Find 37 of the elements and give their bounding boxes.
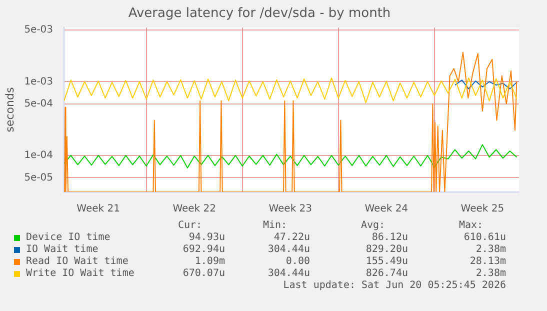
text: Max: [458,220,484,231]
text: 610.61u [464,232,506,243]
text: 155.49u [366,256,408,267]
text: 86.12u [372,232,408,243]
text: 304.44u [268,268,310,279]
text: Cur: [176,220,204,231]
x-tick-label: Week 23 [268,204,312,215]
text: 826.74u [366,268,408,279]
y-axis-title: seconds [3,87,16,132]
text: 692.94u [182,244,225,255]
text: 94.93u [188,232,225,243]
text: 47.22u [274,232,310,243]
y-tick-label: 5e-04 [24,98,54,110]
text: 2.38m [476,244,506,255]
legend-label: Write IO Wait time [26,268,134,279]
y-tick-label: 1e-03 [24,76,54,88]
y-tick-label: 5e-05 [24,172,54,184]
text: 2.38m [476,268,506,279]
text: 28.13m [470,256,506,267]
x-tick-label: Week 22 [172,204,216,215]
chart-title: Average latency for /dev/sda - by month [128,6,391,22]
text: Avg: [360,220,386,231]
legend-label: IO Wait time [26,244,98,255]
x-tick-label: Week 24 [364,204,408,215]
y-tick-label: 1e-04 [24,150,54,162]
x-tick-label: Week 21 [76,204,120,215]
text: Last update: Sat Jun 20 05:25:45 2026 [283,280,506,291]
legend-label: Device IO time [26,232,110,243]
y-tick-label: 5e-03 [24,24,54,36]
text: Min: [262,220,288,231]
text: 304.44u [268,244,310,255]
x-tick-label: Week 25 [460,204,504,215]
legend-label: Read IO Wait time [26,256,128,267]
text: 829.20u [366,244,408,255]
text: 670.07u [182,268,225,279]
text: 0.00 [286,256,310,267]
text: 1.09m [194,256,225,267]
